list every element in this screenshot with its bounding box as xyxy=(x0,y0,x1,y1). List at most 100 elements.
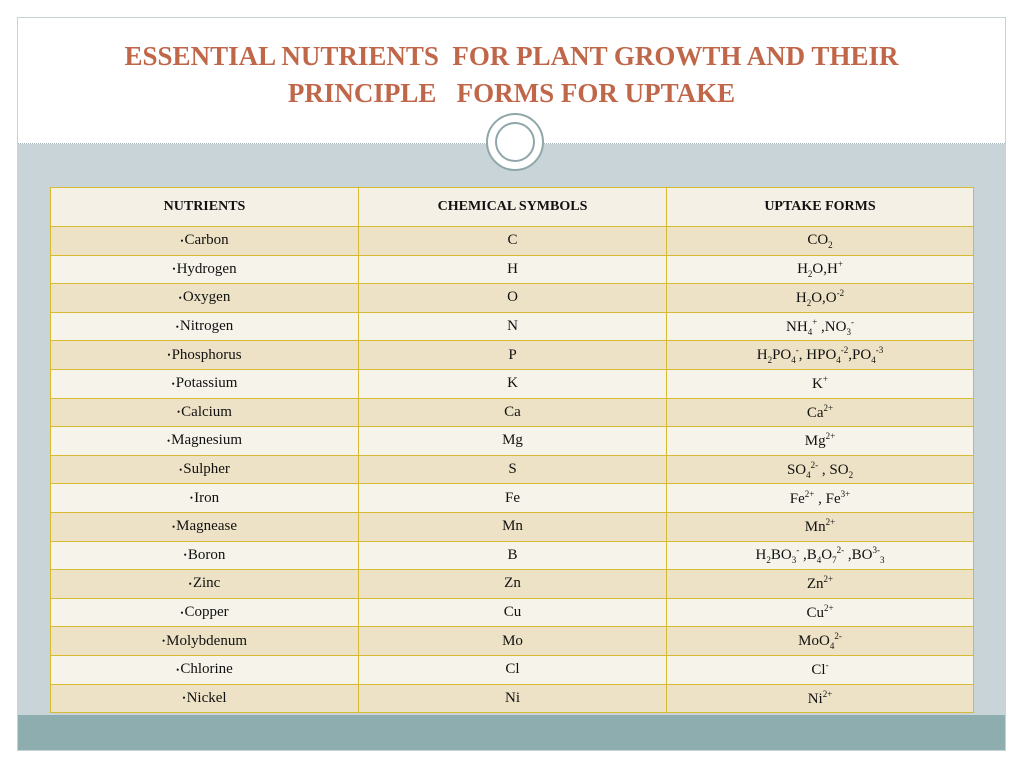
circle-ornament-icon xyxy=(486,113,544,171)
header-uptake-forms: UPTAKE FORMS xyxy=(666,187,974,227)
table-row: •Potassium K K+ xyxy=(50,368,974,399)
table-row: •Hydrogen H H2O,H+ xyxy=(50,254,974,285)
table-row: •Boron B H2BO3- ,B4O72- ,BO3-3 xyxy=(50,540,974,571)
bullet-icon: • xyxy=(183,550,187,561)
bullet-icon: • xyxy=(179,464,183,475)
chemical-symbol-cell: B xyxy=(358,540,667,571)
uptake-form-cell: Cl- xyxy=(666,654,974,685)
chemical-symbol-cell: Mn xyxy=(358,511,667,542)
nutrient-name: Zinc xyxy=(192,575,221,592)
chemical-symbol-cell: N xyxy=(358,311,667,342)
nutrient-name: Oxygen xyxy=(182,289,231,306)
table-row: •Chlorine Cl Cl- xyxy=(50,654,974,685)
uptake-form-cell: H2O,H+ xyxy=(666,254,974,285)
bullet-icon: • xyxy=(180,607,184,618)
nutrient-name: Magnease xyxy=(176,518,237,535)
nutrient-name: Sulpher xyxy=(183,461,230,478)
bullet-icon: • xyxy=(171,378,175,389)
nutrient-name: Nickel xyxy=(186,689,227,706)
chemical-symbol-cell: Mo xyxy=(358,626,667,656)
uptake-form-cell: Mn2+ xyxy=(666,511,974,542)
table-row: •Magnease Mn Mn2+ xyxy=(50,511,974,542)
chemical-symbol-cell: Cu xyxy=(358,597,667,628)
nutrient-cell: •Carbon xyxy=(50,226,359,256)
table-row: •Iron Fe Fe2+ , Fe3+ xyxy=(50,483,974,513)
uptake-form-cell: Fe2+ , Fe3+ xyxy=(666,483,974,513)
table-row: •Nitrogen N NH4+ ,NO3- xyxy=(50,311,974,342)
table-row: •Calcium Ca Ca2+ xyxy=(50,397,974,428)
chemical-symbol-cell: Fe xyxy=(358,483,667,513)
chemical-symbol-cell: P xyxy=(358,340,667,370)
nutrient-cell: •Iron xyxy=(50,483,359,513)
nutrient-name: Potassium xyxy=(175,375,238,392)
bullet-icon: • xyxy=(167,350,171,361)
table-row: •Carbon C CO2 xyxy=(50,226,974,256)
nutrient-name: Boron xyxy=(187,546,226,563)
chemical-symbol-cell: Ni xyxy=(358,683,667,714)
nutrient-name: Magnesium xyxy=(171,432,242,449)
table-row: •Zinc Zn Zn2+ xyxy=(50,569,974,599)
nutrient-cell: •Molybdenum xyxy=(50,626,359,656)
bullet-icon: • xyxy=(182,693,186,704)
bullet-icon: • xyxy=(180,235,184,246)
table-row: •Magnesium Mg Mg2+ xyxy=(50,426,974,456)
bullet-icon: • xyxy=(177,407,181,418)
uptake-form-cell: K+ xyxy=(666,368,974,399)
table-row: •Copper Cu Cu2+ xyxy=(50,597,974,628)
nutrient-cell: •Copper xyxy=(50,597,359,628)
table-row: •Nickel Ni Ni2+ xyxy=(50,683,974,714)
bullet-icon: • xyxy=(176,664,180,675)
slide-title-line-1: ESSENTIAL NUTRIENTS FOR PLANT GROWTH AND… xyxy=(124,41,899,71)
nutrient-name: Molybdenum xyxy=(166,632,247,649)
nutrient-name: Carbon xyxy=(184,232,229,249)
uptake-form-cell: H2BO3- ,B4O72- ,BO3-3 xyxy=(666,540,974,571)
nutrient-name: Nitrogen xyxy=(179,318,234,335)
nutrient-cell: •Magnease xyxy=(50,511,359,542)
chemical-symbol-cell: S xyxy=(358,454,667,485)
chemical-symbol-cell: O xyxy=(358,283,667,313)
uptake-form-cell: Zn2+ xyxy=(666,569,974,599)
chemical-symbol-cell: Ca xyxy=(358,397,667,428)
chemical-symbol-cell: Cl xyxy=(358,654,667,685)
table-body: •Carbon C CO2 •Hydrogen H H2O,H+ •Oxygen O H2O,O… xyxy=(50,226,974,714)
bullet-icon: • xyxy=(172,264,176,275)
nutrient-cell: •Sulpher xyxy=(50,454,359,485)
nutrient-name: Chlorine xyxy=(180,661,233,678)
nutrient-cell: •Magnesium xyxy=(50,426,359,456)
slide-title-line-2: PRINCIPLE FORMS FOR UPTAKE xyxy=(287,78,736,108)
uptake-form-cell: H2PO4-, HPO4-2,PO4-3 xyxy=(666,340,974,370)
bullet-icon: • xyxy=(188,578,192,589)
bullet-icon: • xyxy=(167,436,171,447)
uptake-form-cell: Mg2+ xyxy=(666,426,974,456)
table-header-row: NUTRIENTS CHEMICAL SYMBOLS UPTAKE FORMS xyxy=(50,187,974,227)
chemical-symbol-cell: Mg xyxy=(358,426,667,456)
nutrients-table: NUTRIENTS CHEMICAL SYMBOLS UPTAKE FORMS … xyxy=(50,187,974,714)
nutrient-cell: •Calcium xyxy=(50,397,359,428)
bullet-icon: • xyxy=(172,521,176,532)
nutrient-name: Copper xyxy=(184,604,229,621)
bullet-icon: • xyxy=(175,321,179,332)
nutrient-cell: •Boron xyxy=(50,540,359,571)
nutrient-cell: •Oxygen xyxy=(50,283,359,313)
nutrient-cell: •Phosphorus xyxy=(50,340,359,370)
uptake-form-cell: NH4+ ,NO3- xyxy=(666,311,974,342)
nutrient-name: Calcium xyxy=(181,403,232,420)
table-row: •Oxygen O H2O,O-2 xyxy=(50,283,974,313)
bullet-icon: • xyxy=(178,293,182,304)
nutrient-cell: •Potassium xyxy=(50,368,359,399)
chemical-symbol-cell: C xyxy=(358,226,667,256)
nutrient-cell: •Nickel xyxy=(50,683,359,714)
uptake-form-cell: CO2 xyxy=(666,226,974,256)
chemical-symbol-cell: Zn xyxy=(358,569,667,599)
bullet-icon: • xyxy=(189,493,194,504)
nutrient-name: Iron xyxy=(194,489,220,506)
uptake-form-cell: Cu2+ xyxy=(666,597,974,628)
nutrient-cell: •Nitrogen xyxy=(50,311,359,342)
uptake-form-cell: Ni2+ xyxy=(666,683,974,714)
uptake-form-cell: Ca2+ xyxy=(666,397,974,428)
table-row: •Phosphorus P H2PO4-, HPO4-2,PO4-3 xyxy=(50,340,974,370)
nutrient-cell: •Chlorine xyxy=(50,654,359,685)
header-nutrients: NUTRIENTS xyxy=(50,187,359,227)
nutrient-cell: •Hydrogen xyxy=(50,254,359,285)
nutrient-name: Phosphorus xyxy=(171,346,242,363)
